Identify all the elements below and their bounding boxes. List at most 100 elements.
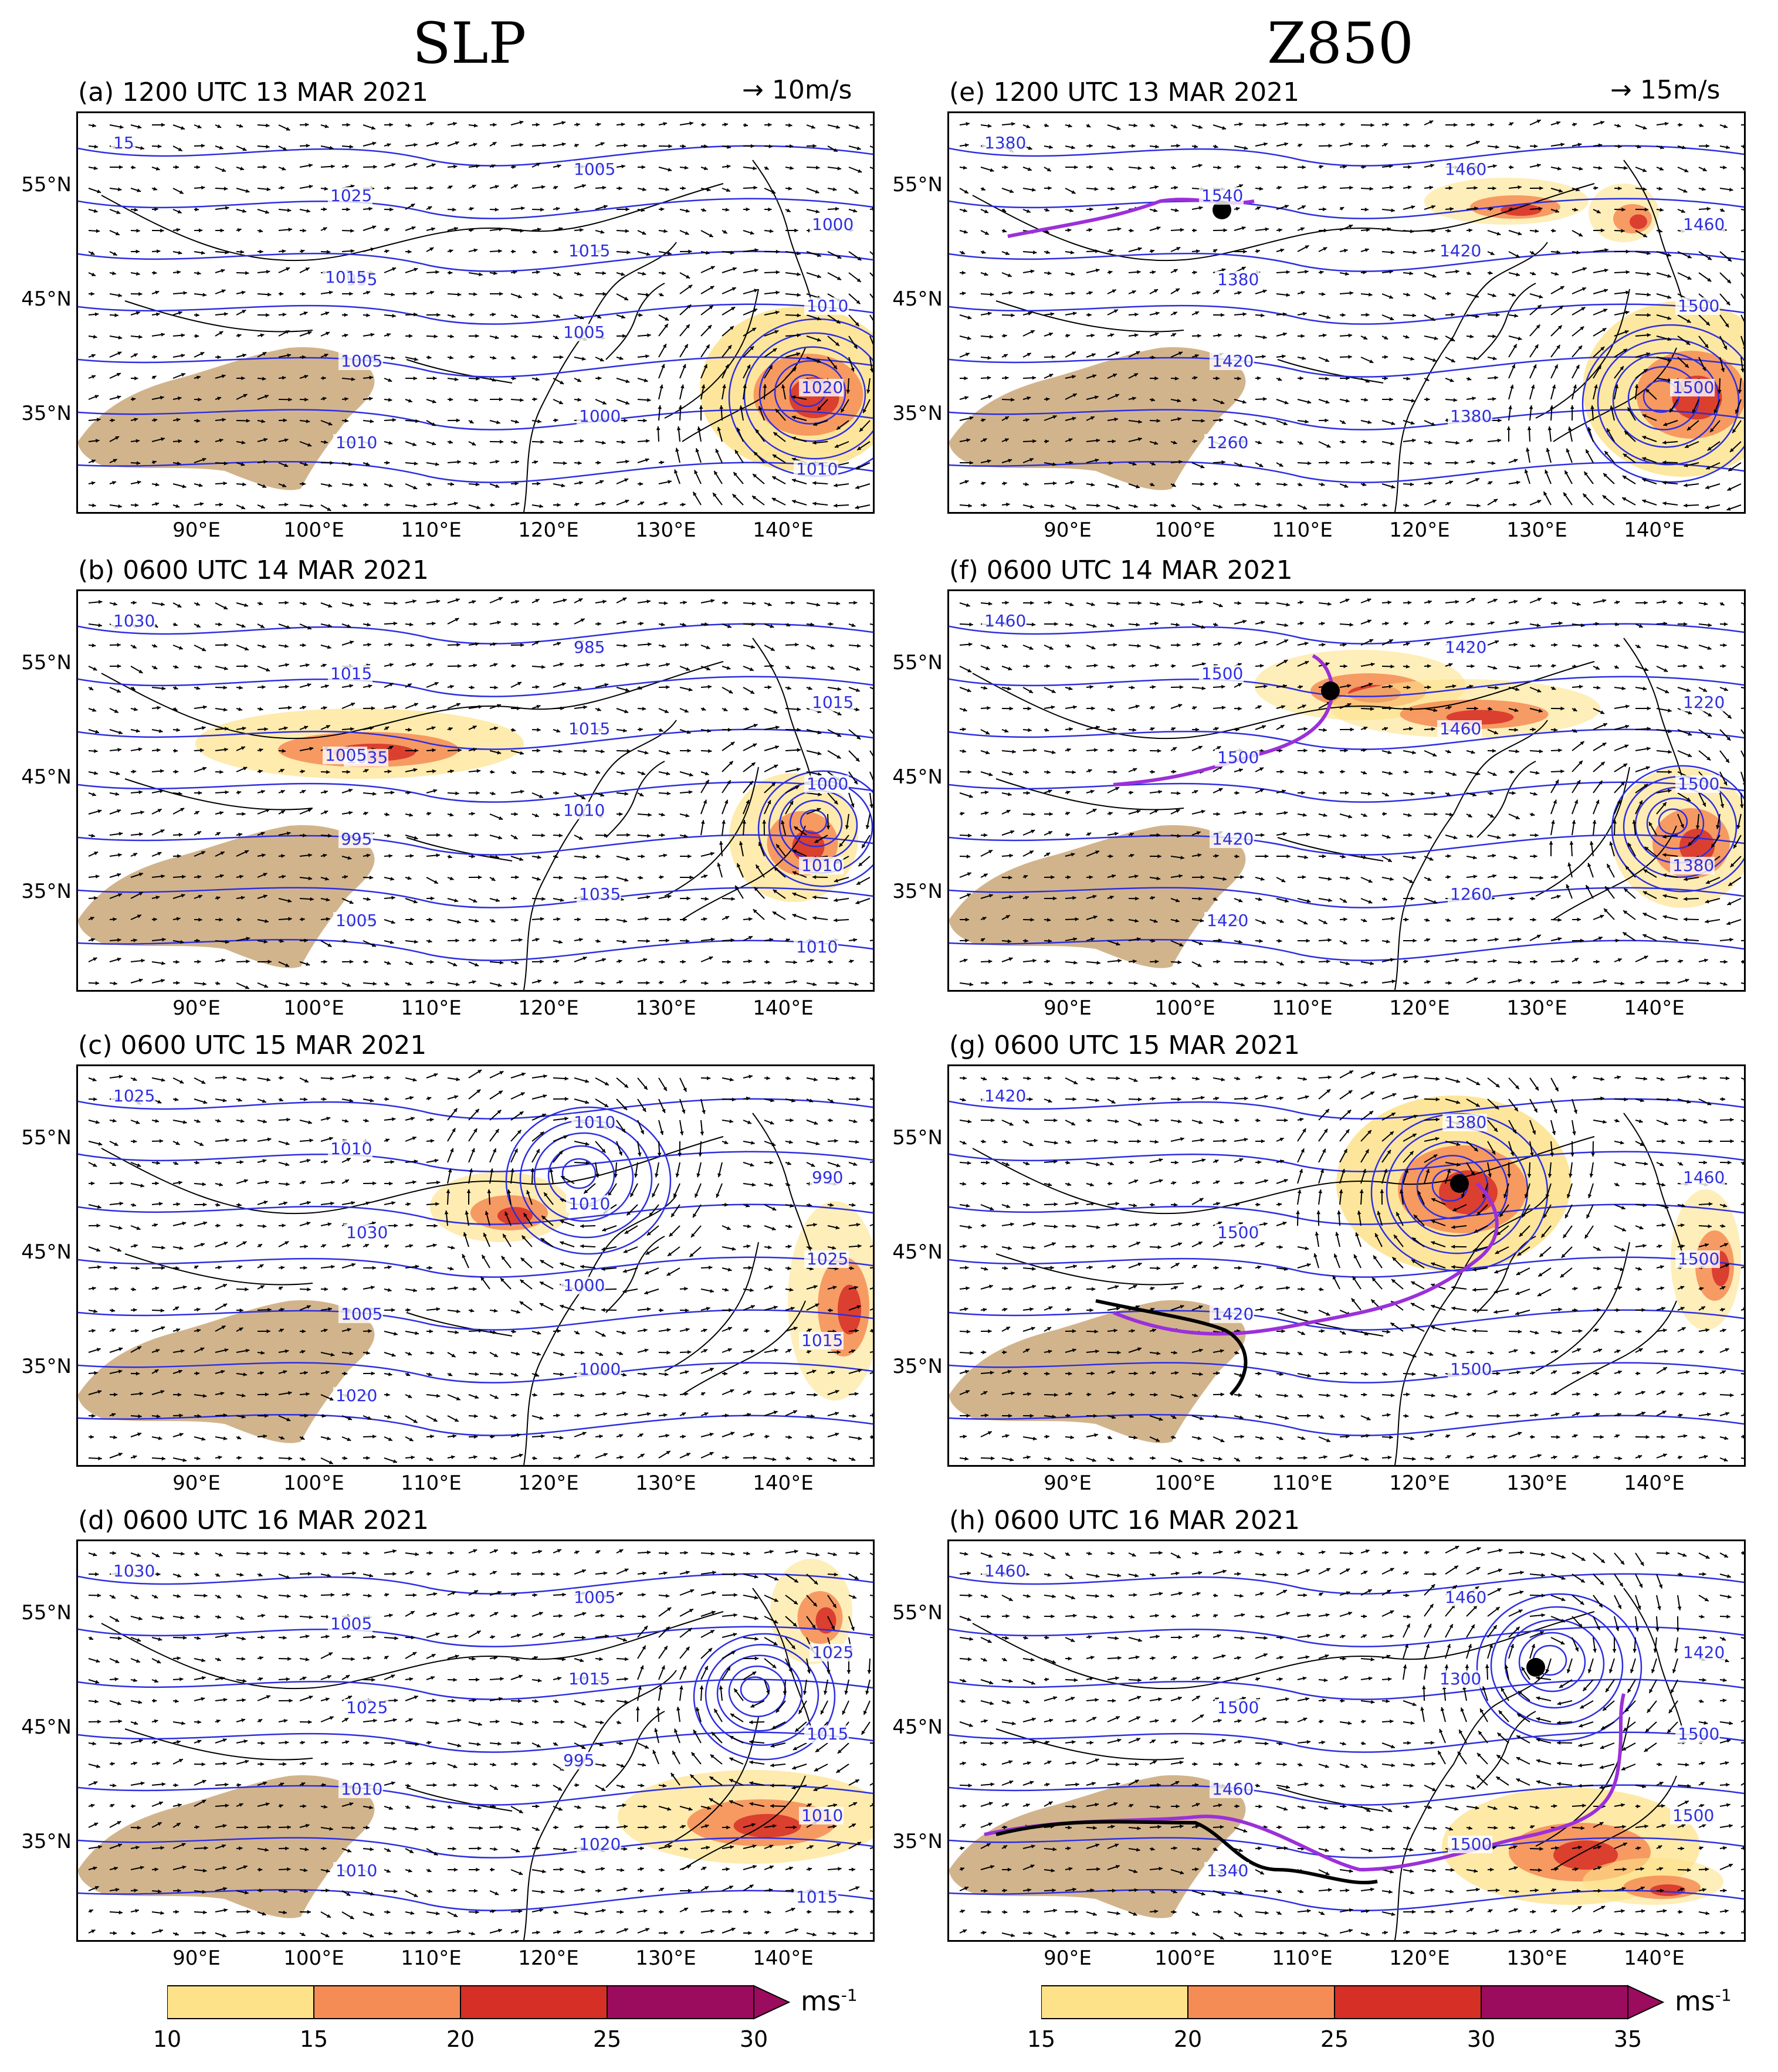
contour-label-bg bbox=[333, 434, 378, 452]
contour-line-5 bbox=[949, 1837, 1744, 1859]
coastline-2 bbox=[1535, 1242, 1630, 1372]
contour-label-bg bbox=[799, 857, 844, 874]
lat-label: 45°N bbox=[892, 765, 943, 789]
contour-label: 1010 bbox=[801, 1806, 843, 1825]
contour-label: 1020 bbox=[579, 1834, 621, 1854]
contour-label-bg bbox=[577, 886, 621, 903]
wind-vector-field bbox=[88, 1069, 873, 1464]
map-svg-d: 1030 1025 1020 1025 1010 1005 1015 1010 1015 1010… bbox=[78, 1549, 873, 1940]
cyclone-contour-5 bbox=[757, 770, 873, 887]
vortex-center-marker bbox=[1213, 201, 1231, 219]
contour-label: 1420 bbox=[1212, 829, 1254, 849]
contour-label-bg bbox=[1215, 271, 1259, 289]
contour-label-bg bbox=[1437, 242, 1482, 260]
lon-label: 120°E bbox=[518, 1946, 579, 1970]
coastline-3 bbox=[682, 1775, 806, 1870]
contour-label: 1420 bbox=[1207, 911, 1248, 930]
colorbar-right-unit: ms-1 bbox=[1675, 1985, 1732, 2017]
lon-label: 140°E bbox=[753, 518, 814, 542]
lon-label: 120°E bbox=[1389, 1471, 1450, 1495]
coastline-1 bbox=[605, 1236, 665, 1313]
contour-line-5 bbox=[78, 1837, 873, 1859]
contour-line-0 bbox=[78, 1098, 873, 1120]
contour-label: 1010 bbox=[330, 1139, 372, 1158]
cyclone-contour-3 bbox=[1504, 1619, 1605, 1709]
contour-line-1 bbox=[949, 198, 1744, 219]
contour-line-1 bbox=[78, 1626, 873, 1647]
contour-label-bg bbox=[1675, 1250, 1720, 1268]
contour-label: 1010 bbox=[796, 937, 838, 957]
colorbar-right-tick-2: 25 bbox=[1320, 2026, 1349, 2052]
colorbar-left-tick-2: 20 bbox=[446, 2026, 475, 2052]
coastline-0 bbox=[1394, 720, 1548, 990]
lon-label: 120°E bbox=[518, 518, 579, 542]
contour-label-bg bbox=[804, 1250, 849, 1268]
coastline-7 bbox=[1277, 359, 1384, 384]
lon-label: 90°E bbox=[1044, 1946, 1092, 1970]
contour-label-bg bbox=[810, 1644, 854, 1661]
wind-vector-field bbox=[959, 1070, 1744, 1463]
terrain-mask bbox=[78, 347, 375, 490]
contour-label-bg bbox=[1442, 639, 1487, 656]
coastline-5 bbox=[101, 1611, 724, 1689]
lon-label: 90°E bbox=[1044, 996, 1092, 1020]
contour-label-bg bbox=[1199, 665, 1244, 683]
contour-label: 1005 bbox=[330, 1614, 372, 1633]
contour-label-bg bbox=[1204, 1862, 1249, 1880]
lon-label: 120°E bbox=[518, 996, 579, 1020]
contour-label-bg bbox=[804, 775, 849, 793]
contour-label: 1010 bbox=[796, 459, 838, 479]
contour-line-6 bbox=[949, 1413, 1744, 1436]
map-panel-f: 1460 1500 1260 1220 1420 1420 1500 1420 1460 1380… bbox=[947, 589, 1746, 992]
contour-label-bg bbox=[566, 242, 611, 260]
contour-line-1 bbox=[78, 1151, 873, 1172]
contour-label-bg bbox=[328, 187, 372, 205]
lat-label: 35°N bbox=[892, 1355, 943, 1378]
wind-vector-field bbox=[88, 120, 873, 511]
contour-label: 1500 bbox=[1450, 1359, 1492, 1379]
contour-label-bg bbox=[1675, 297, 1720, 315]
contour-label-bg bbox=[794, 1888, 838, 1906]
contour-label-bg bbox=[1442, 1114, 1487, 1131]
lon-label: 90°E bbox=[172, 1946, 221, 1970]
contour-line-6 bbox=[78, 938, 873, 961]
panel-title-h: (h) 0600 UTC 16 MAR 2021 bbox=[949, 1505, 1300, 1535]
coastline-2 bbox=[1535, 1717, 1630, 1847]
terrain-mask bbox=[78, 1775, 375, 1918]
contour-label: 1380 bbox=[1450, 406, 1492, 426]
contour-label-bg bbox=[328, 1615, 372, 1633]
coastline-2 bbox=[1535, 289, 1630, 419]
contour-line-4 bbox=[78, 1784, 873, 1806]
map-panel-e: 1380 1380 1380 1460 1420 1460 1500 1260 1420 1500… bbox=[947, 111, 1746, 514]
contour-label: 1025 bbox=[807, 1249, 848, 1269]
colorbar-right-bin-1 bbox=[1041, 1985, 1188, 2019]
contour-line-5 bbox=[949, 887, 1744, 908]
contour-label-bg bbox=[1670, 379, 1715, 396]
contour-label-bg bbox=[1442, 161, 1487, 178]
coastline-4 bbox=[752, 1588, 812, 1730]
coastline-3 bbox=[1553, 1300, 1677, 1395]
vortex-center-marker bbox=[1321, 681, 1340, 700]
lon-label: 120°E bbox=[1389, 996, 1450, 1020]
contour-label-bg bbox=[571, 1114, 616, 1131]
coastline-5 bbox=[972, 1611, 1595, 1689]
cyclone-contour-3 bbox=[716, 1654, 803, 1732]
contour-label-bg bbox=[571, 1589, 616, 1606]
contour-label-bg bbox=[328, 1140, 372, 1158]
contour-label: 1380 bbox=[1672, 856, 1714, 875]
contour-label-bg bbox=[561, 1752, 595, 1769]
contour-label-bg bbox=[1448, 1836, 1492, 1853]
lat-label: 55°N bbox=[892, 1126, 943, 1149]
lon-label: 140°E bbox=[753, 996, 814, 1020]
coastline-6 bbox=[124, 1253, 313, 1286]
wind-vector-field bbox=[88, 596, 873, 989]
contour-line-6 bbox=[78, 1888, 873, 1911]
lon-label: 130°E bbox=[635, 1946, 696, 1970]
coastline-0 bbox=[523, 720, 677, 990]
contour-label-bg bbox=[1215, 1224, 1259, 1242]
coastline-1 bbox=[1476, 283, 1536, 360]
contour-label: 1010 bbox=[568, 1194, 610, 1213]
lon-label: 90°E bbox=[172, 518, 221, 542]
contour-label-bg bbox=[1670, 857, 1715, 874]
contour-line-4 bbox=[949, 834, 1744, 856]
